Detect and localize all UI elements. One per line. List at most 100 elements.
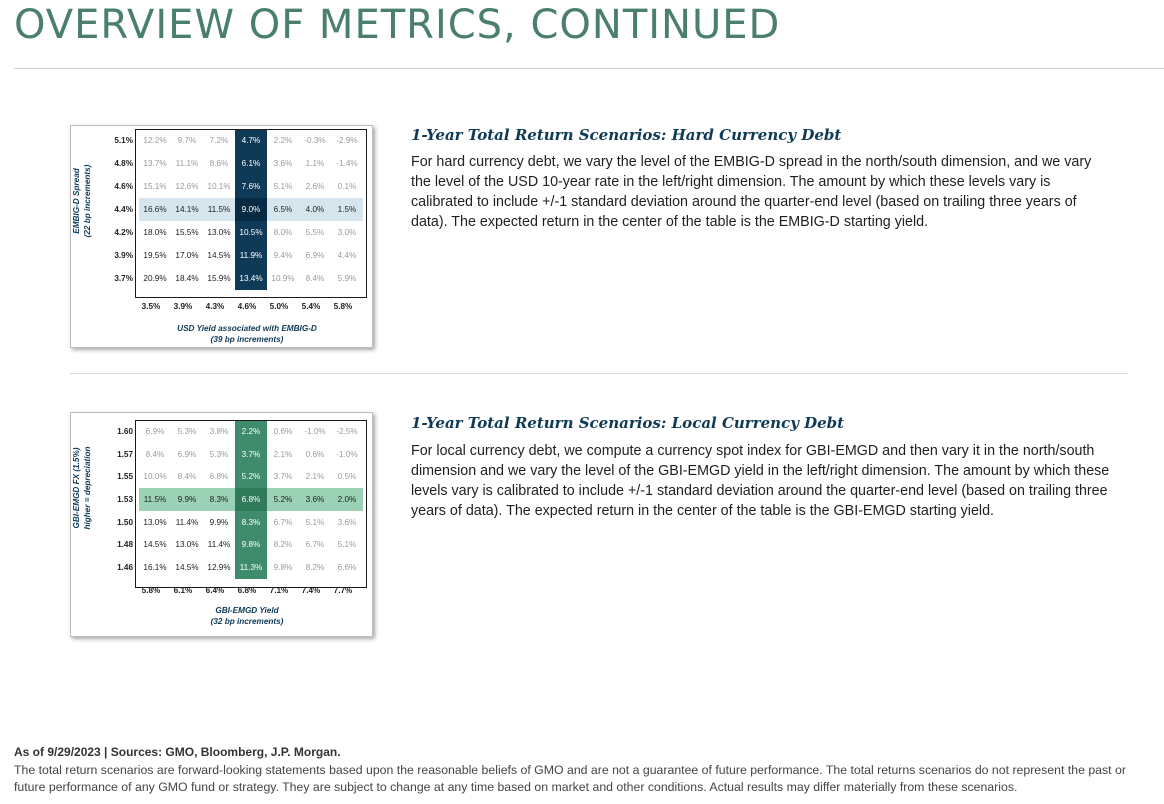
matrix-cell: 8.3% [235,510,267,534]
source-note: As of 9/29/2023 | Sources: GMO, Bloomber… [14,745,341,759]
row-header: 1.55 [117,472,133,482]
matrix-cell: 11.4% [175,517,199,527]
matrix-cell: 6.8% [209,472,229,482]
row-header: 1.48 [117,540,133,550]
matrix-cell: 4.4% [337,251,357,260]
matrix-cell: -2.5% [336,426,358,436]
matrix-cell: 19.5% [143,251,167,260]
matrix-cell: 14.5% [175,562,199,572]
matrix-cell: 11.5% [139,488,171,511]
local-x-label-line1: GBI-EMGD Yield [215,606,279,615]
matrix-cell: 5.2% [235,465,267,489]
matrix-cell: -1.0% [336,449,358,459]
page-title: OVERVIEW OF METRICS, CONTINUED [14,2,781,48]
matrix-cell: 8.4% [145,449,165,459]
matrix-row: 1.48 14.5% 13.0% 11.4% 9.8% 8.2% 6.7% 5.1% [73,533,363,557]
matrix-cell: 6.5% [267,198,299,221]
row-header: 4.6% [114,182,133,191]
hard-y-label-line1: EMBIG-D Spread [72,168,81,234]
matrix-cell: 8.2% [273,540,293,550]
row-header: 4.8% [114,159,133,168]
matrix-cell: 13.0% [143,517,167,527]
local-y-label-line1: GBI-EMGD FX (1.5%) [72,447,81,529]
matrix-cell: 8.3% [203,488,235,511]
matrix-cell: 14.1% [171,198,203,221]
matrix-cell: -1.4% [336,159,358,168]
row-header: 3.7% [114,274,133,283]
hard-heading: 1-Year Total Return Scenarios: Hard Curr… [411,126,842,144]
matrix-cell: 17.0% [175,251,199,260]
matrix-cell: 11.5% [203,198,235,221]
matrix-cell: 6.8% [235,488,267,511]
matrix-cell: 5.3% [209,449,229,459]
matrix-cell: 6.1% [235,152,267,175]
matrix-cell: 14.5% [207,251,231,260]
matrix-cell: 15.5% [175,228,199,237]
matrix-cell: 6.9% [145,426,165,436]
local-currency-grid: 1.60 6.9% 5.3% 3.8% 2.2% 0.6% -1.0% -2.5% 1.57 8.… [73,420,363,579]
matrix-cell: 11.1% [175,159,199,168]
local-x-label-line2: (32 bp increments) [210,617,284,626]
matrix-cell: 16.6% [139,198,171,221]
matrix-row: 1.53 11.5% 9.9% 8.3% 6.8% 5.2% 3.6% 2.0% [73,488,363,511]
matrix-row: 1.60 6.9% 5.3% 3.8% 2.2% 0.6% -1.0% -2.5% [73,420,363,443]
row-header: 3.9% [114,251,133,260]
column-header: 7.7% [333,586,353,595]
matrix-cell: 2.2% [235,420,267,443]
matrix-row: 4.8% 13.7% 11.1% 8.6% 6.1% 3.6% 1.1% -1.4% [73,152,363,175]
matrix-cell: 8.6% [209,159,229,168]
matrix-cell: 9.8% [235,533,267,557]
row-header: 5.1% [114,136,133,145]
matrix-cell: 8.2% [305,562,325,572]
matrix-cell: 9.7% [177,136,197,145]
matrix-cell: 9.9% [209,517,229,527]
matrix-cell: 3.7% [273,472,293,482]
matrix-row: 5.1% 12.2% 9.7% 7.2% 4.7% 2.2% -0.3% -2.9% [73,129,363,152]
matrix-cell: 3.6% [273,159,293,168]
matrix-cell: 13.7% [143,159,167,168]
disclaimer: The total return scenarios are forward-l… [14,763,1126,794]
matrix-row: 3.7% 20.9% 18.4% 15.9% 13.4% 10.9% 8.4% 5.9% [73,267,363,290]
matrix-cell: 10.1% [207,182,231,191]
matrix-cell: 13.0% [207,228,231,237]
matrix-cell: 5.9% [337,274,357,283]
matrix-cell: 3.6% [299,488,331,511]
matrix-cell: 15.9% [207,274,231,283]
matrix-cell: 11.4% [207,540,231,550]
matrix-cell: 9.0% [235,198,267,221]
matrix-cell: 5.3% [177,426,197,436]
row-header: 4.4% [114,205,133,214]
hard-currency-grid: 5.1% 12.2% 9.7% 7.2% 4.7% 2.2% -0.3% -2.9% 4.8% 1… [73,129,363,290]
matrix-cell: 6.7% [273,517,293,527]
local-y-label-line2: higher = depreciation [83,446,92,530]
matrix-cell: 3.7% [235,442,267,466]
matrix-cell: 0.6% [305,449,325,459]
matrix-cell: 6.6% [337,562,357,572]
column-header: 6.8% [237,586,257,595]
matrix-cell: 6.9% [305,251,325,260]
matrix-cell: 16.1% [143,562,167,572]
matrix-cell: 18.0% [143,228,167,237]
hard-y-label: EMBIG-D Spread (22 bp increments) [71,131,93,271]
column-header: 7.1% [269,586,289,595]
hard-x-axis: 3.5% 3.9% 4.3% 4.6% 5.0% 5.4% 5.8% [135,302,359,311]
column-header: 6.4% [205,586,225,595]
row-header: 1.46 [117,562,133,572]
matrix-cell: 10.0% [143,472,167,482]
column-header: 4.6% [237,302,257,311]
matrix-cell: 5.5% [305,228,325,237]
matrix-cell: 13.4% [235,267,267,290]
matrix-cell: 5.1% [305,517,325,527]
matrix-cell: 12.6% [175,182,199,191]
matrix-cell: 7.6% [235,175,267,198]
local-x-axis: 5.8% 6.1% 6.4% 6.8% 7.1% 7.4% 7.7% [135,586,359,595]
matrix-cell: 3.8% [209,426,229,436]
column-header: 5.0% [269,302,289,311]
matrix-cell: 13.0% [175,540,199,550]
row-header: 1.60 [117,426,133,436]
matrix-cell: -2.9% [336,136,358,145]
matrix-cell: 8.4% [177,472,197,482]
matrix-cell: 6.7% [305,540,325,550]
column-header: 5.8% [141,586,161,595]
local-y-label: GBI-EMGD FX (1.5%) higher = depreciation [71,418,93,558]
